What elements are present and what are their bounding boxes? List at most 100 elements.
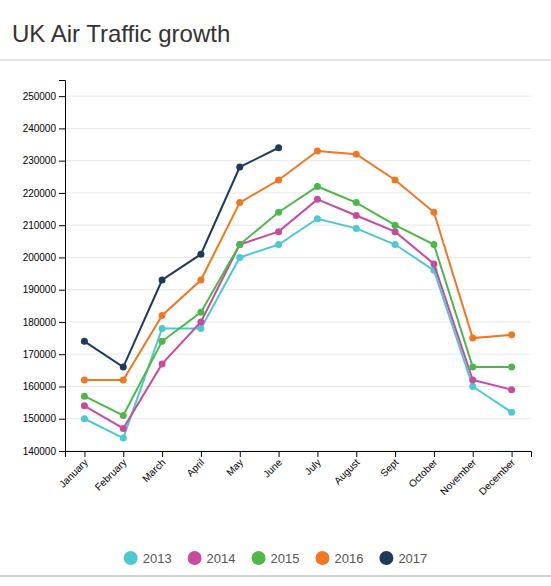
- legend-label: 2015: [271, 551, 300, 566]
- legend-label: 2013: [143, 551, 172, 566]
- tick: October: [406, 451, 439, 490]
- tick-mark: [473, 451, 474, 457]
- legend-item: 2017: [379, 551, 427, 566]
- tick: June: [261, 451, 284, 480]
- tick-mark: [59, 96, 65, 97]
- point: [197, 251, 204, 258]
- tick-label: 250000: [23, 91, 57, 102]
- point: [508, 364, 515, 371]
- tick-mark: [59, 290, 65, 291]
- tick-mark: [59, 322, 65, 323]
- tick: May: [224, 451, 245, 478]
- point: [469, 377, 476, 384]
- grid-line: [65, 321, 531, 322]
- tick: August: [332, 451, 362, 486]
- legend-marker: [252, 551, 266, 565]
- tick: December: [477, 451, 518, 497]
- point: [81, 402, 88, 409]
- series: [81, 144, 282, 370]
- grid-line: [65, 128, 531, 129]
- tick-mark: [59, 193, 65, 194]
- tick-mark: [59, 451, 65, 452]
- point: [314, 196, 321, 203]
- point: [120, 425, 127, 432]
- point: [392, 222, 399, 229]
- point: [120, 412, 127, 419]
- tick: January: [57, 451, 90, 490]
- tick-mark: [59, 419, 65, 420]
- point: [197, 277, 204, 284]
- point: [197, 309, 204, 316]
- point: [236, 254, 243, 261]
- tick-mark: [434, 451, 435, 457]
- tick-label: Sept: [378, 457, 400, 479]
- tick-label: 150000: [23, 413, 57, 424]
- point: [508, 386, 515, 393]
- grid-line: [65, 160, 531, 161]
- series: [81, 215, 515, 441]
- tick-mark: [59, 225, 65, 226]
- tick-label: June: [261, 456, 284, 479]
- grid-line: [65, 289, 531, 290]
- legend-marker: [379, 551, 393, 565]
- tick-label: 230000: [23, 155, 57, 166]
- point: [159, 312, 166, 319]
- tick-mark: [201, 451, 202, 457]
- grid: [65, 96, 531, 451]
- legend-marker: [188, 551, 202, 565]
- tick-mark: [162, 451, 163, 457]
- legend-item: 2014: [188, 551, 236, 566]
- grid-line: [65, 418, 531, 419]
- tick: 230000: [23, 155, 65, 166]
- point: [81, 415, 88, 422]
- legend-marker: [124, 551, 138, 565]
- point: [275, 209, 282, 216]
- axis-line: [66, 452, 532, 458]
- tick: 200000: [23, 252, 65, 263]
- point: [314, 183, 321, 190]
- line: [84, 148, 278, 367]
- grid-line: [65, 192, 531, 193]
- tick-mark: [317, 451, 318, 457]
- point: [392, 228, 399, 235]
- tick: Sept: [378, 451, 400, 479]
- axis-line: [59, 81, 66, 452]
- point: [353, 151, 360, 158]
- tick: 180000: [23, 317, 65, 328]
- point: [508, 331, 515, 338]
- point: [275, 228, 282, 235]
- tick-label: October: [406, 456, 439, 489]
- point: [275, 177, 282, 184]
- point: [469, 383, 476, 390]
- legend-label: 2017: [398, 551, 427, 566]
- series: [81, 183, 515, 419]
- point: [159, 277, 166, 284]
- tick-label: 190000: [23, 284, 57, 295]
- tick-mark: [59, 161, 65, 162]
- tick-label: May: [224, 457, 245, 478]
- x-axis: JanuaryFebruaryMarchAprilMayJuneJulyAugu…: [57, 451, 532, 497]
- tick: 210000: [23, 220, 65, 231]
- tick-label: 200000: [23, 252, 57, 263]
- tick-mark: [356, 451, 357, 457]
- grid-line: [65, 225, 531, 226]
- tick-label: 240000: [23, 123, 57, 134]
- point: [236, 241, 243, 248]
- grid-line: [65, 386, 531, 387]
- tick: 150000: [23, 413, 65, 424]
- legend-marker: [315, 551, 329, 565]
- legend-label: 2016: [334, 551, 363, 566]
- point: [392, 241, 399, 248]
- chart: UK Air Traffic growth1400001500001600001…: [0, 0, 551, 586]
- tick-mark: [59, 128, 65, 129]
- tick-label: December: [477, 456, 518, 497]
- legend-item: 2015: [252, 551, 300, 566]
- point: [469, 364, 476, 371]
- tick-label: November: [438, 456, 479, 497]
- tick: 170000: [23, 349, 65, 360]
- line: [84, 219, 511, 438]
- tick-mark: [84, 451, 85, 457]
- point: [353, 225, 360, 232]
- tick: April: [184, 451, 206, 479]
- tick: March: [140, 451, 167, 484]
